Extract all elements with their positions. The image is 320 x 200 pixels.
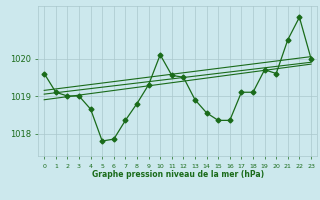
X-axis label: Graphe pression niveau de la mer (hPa): Graphe pression niveau de la mer (hPa) — [92, 170, 264, 179]
